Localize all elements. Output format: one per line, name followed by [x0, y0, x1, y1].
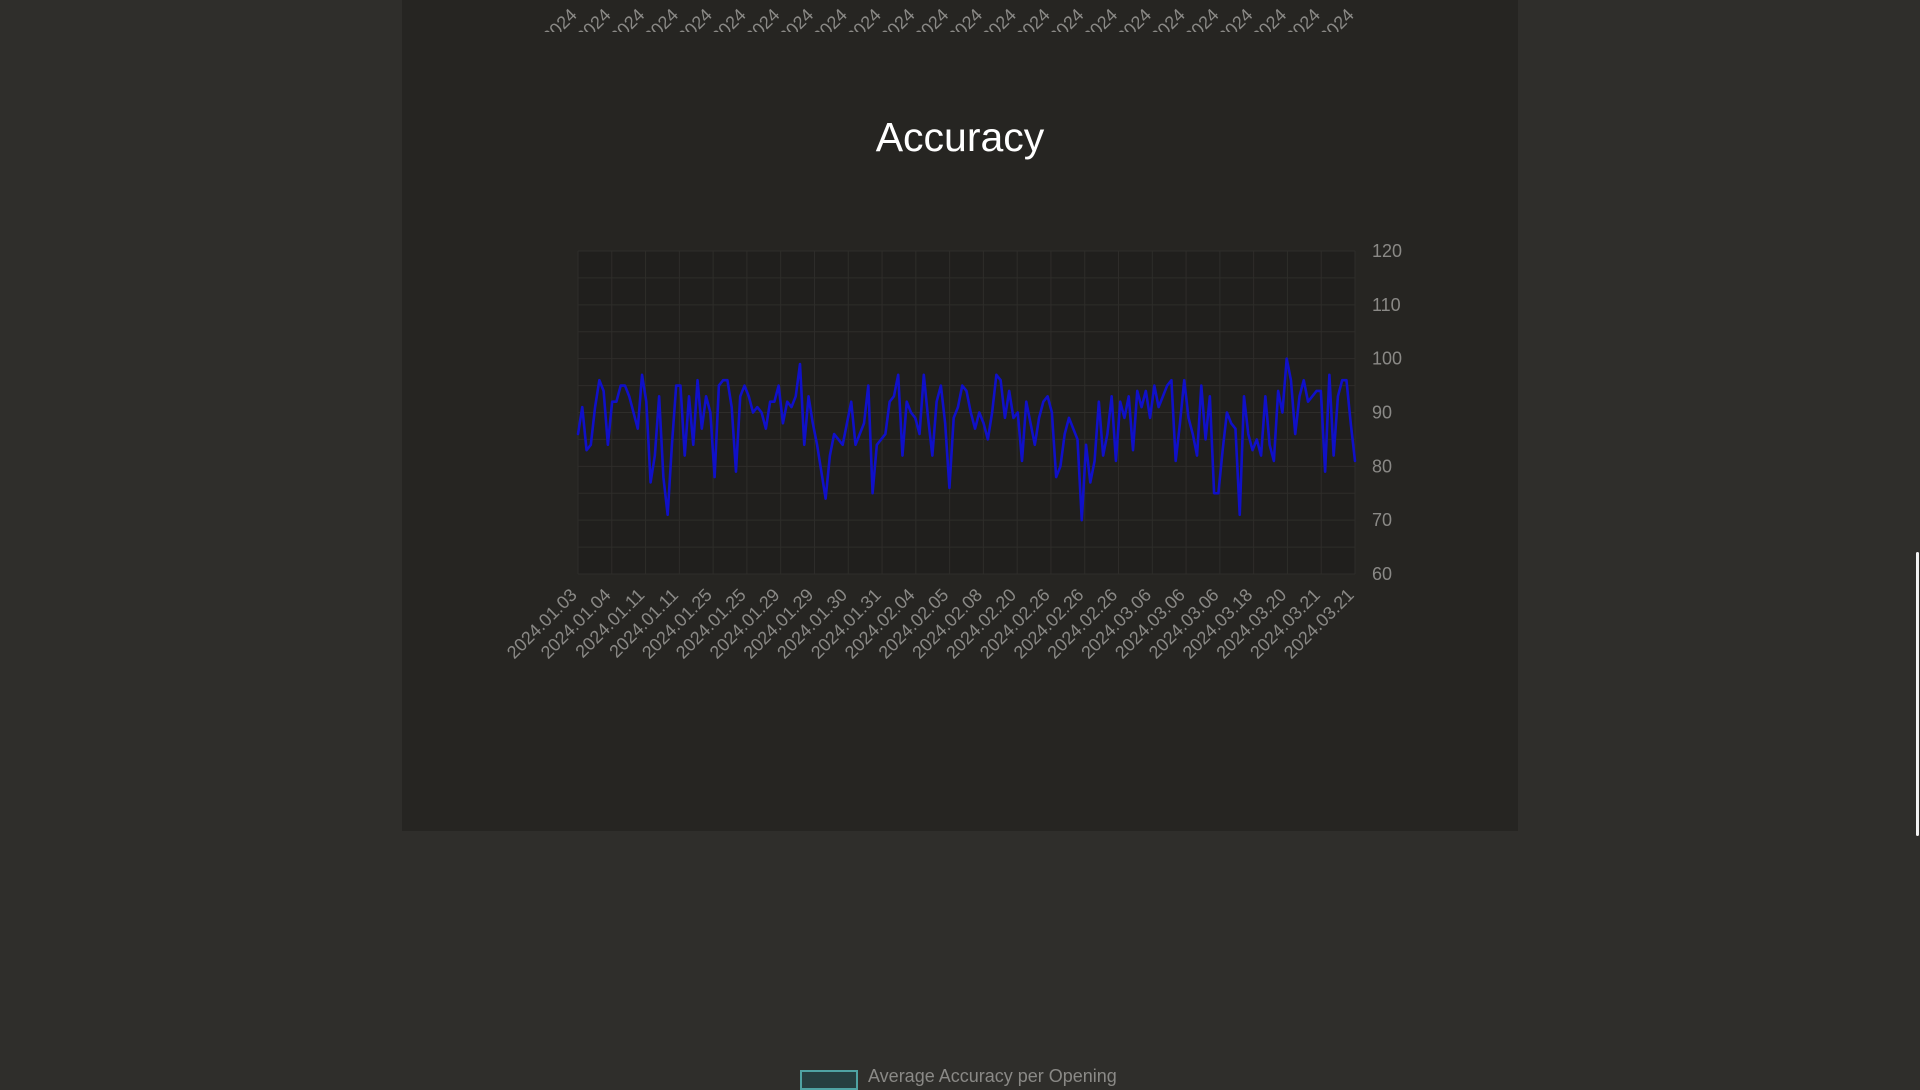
next-chart-legend[interactable]: Average Accuracy per Opening: [800, 1066, 1117, 1090]
previous-chart-tick-strip: 2024202420242024202420242024202420242024…: [538, 5, 1357, 32]
chart-title: Accuracy: [875, 114, 1045, 160]
previous-chart-x-tick-labels: 2024 2024 2024 2024 2024 2024 2024 2024 2024 2024…: [402, 0, 1518, 32]
y-tick-label: 60: [1372, 564, 1392, 584]
y-tick-label: 70: [1372, 510, 1392, 530]
y-tick-label: 90: [1372, 403, 1392, 423]
y-tick-label: 120: [1372, 241, 1402, 261]
next-chart-legend-swatch[interactable]: [800, 1070, 858, 1090]
y-tick-label: 100: [1372, 349, 1402, 369]
y-tick-label: 110: [1372, 295, 1401, 315]
accuracy-line-chart: 120110100908070602024.01.032024.01.04202…: [503, 241, 1402, 663]
accuracy-series-line: [576, 357, 1357, 522]
next-chart-legend-label[interactable]: Average Accuracy per Opening: [868, 1066, 1117, 1086]
scrollbar-thumb[interactable]: [1916, 552, 1919, 836]
chart-panel: 2024 2024 2024 2024 2024 2024 2024 2024 2024 2024…: [402, 0, 1518, 831]
page-scrollbar[interactable]: [1910, 0, 1920, 1080]
y-tick-label: 80: [1372, 456, 1392, 476]
